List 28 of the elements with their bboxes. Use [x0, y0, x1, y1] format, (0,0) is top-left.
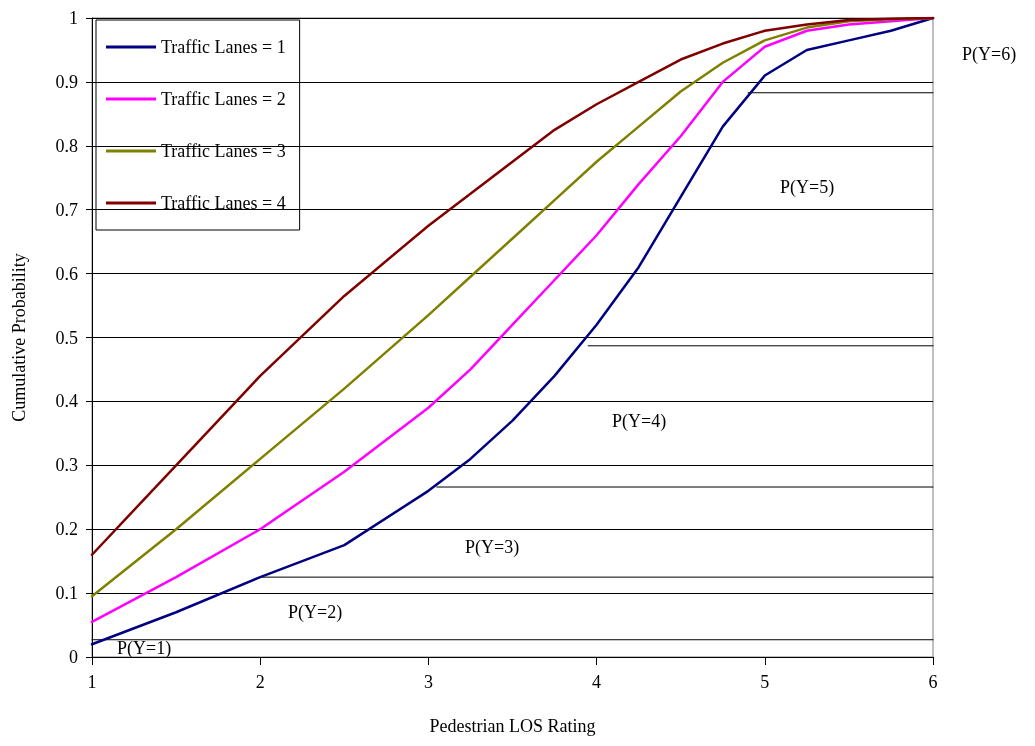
legend-label: Traffic Lanes = 1	[161, 37, 286, 57]
annotation: P(Y=2)	[288, 602, 343, 623]
legend-label: Traffic Lanes = 2	[161, 89, 286, 109]
y-tick-label: 0	[69, 647, 78, 667]
y-tick-label: 0.7	[55, 199, 78, 220]
y-tick-label: 0.1	[55, 583, 78, 604]
x-tick-label: 3	[423, 672, 433, 692]
y-tick-label: 0.3	[55, 455, 78, 476]
annotation: P(Y=4)	[612, 411, 667, 432]
y-axis-title: Cumulative Probability	[9, 253, 29, 422]
y-tick-label: 1	[69, 8, 78, 28]
y-tick-label: 0.5	[55, 327, 78, 348]
annotation: P(Y=1)	[117, 638, 172, 659]
y-tick-label: 0.4	[55, 391, 78, 412]
x-tick-label: 4	[592, 672, 602, 692]
y-tick-label: 0.6	[55, 263, 78, 284]
annotation: P(Y=3)	[465, 537, 520, 558]
x-tick-label: 5	[760, 672, 770, 692]
y-tick-label: 0.8	[55, 135, 78, 156]
legend-label: Traffic Lanes = 4	[161, 193, 286, 213]
y-tick-label: 0.9	[55, 71, 78, 92]
x-tick-label: 6	[928, 672, 938, 692]
annotation: P(Y=5)	[780, 177, 835, 198]
x-tick-label: 2	[255, 672, 265, 692]
x-tick-label: 1	[87, 672, 97, 692]
y-tick-label: 0.2	[55, 519, 78, 540]
text: P(Y=6)	[962, 44, 1017, 65]
x-axis-title: Pedestrian LOS Rating	[429, 716, 596, 736]
